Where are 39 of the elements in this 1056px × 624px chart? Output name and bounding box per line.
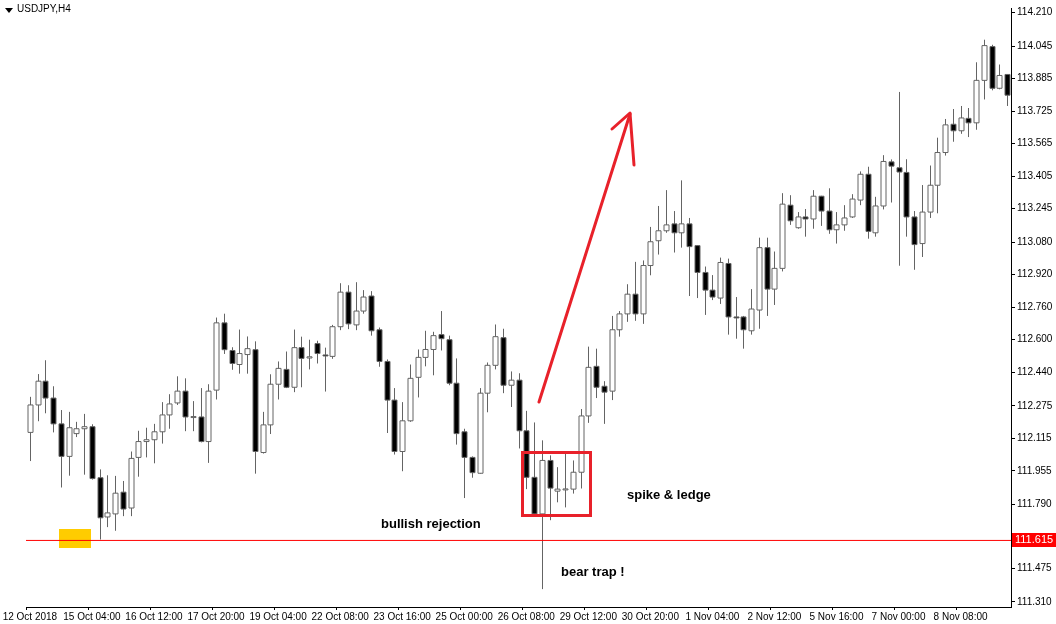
x-tick-label: 30 Oct 20:00: [621, 610, 680, 622]
y-tick-label: 111.475: [1017, 562, 1053, 574]
x-tick-label: 22 Oct 08:00: [311, 610, 370, 622]
x-tick-label: 25 Oct 00:00: [435, 610, 494, 622]
x-tick-label: 19 Oct 04:00: [249, 610, 308, 622]
y-tick-label: 113.565: [1017, 137, 1053, 149]
y-tick-label: 112.920: [1017, 268, 1053, 280]
y-tick-label: 112.275: [1017, 399, 1053, 411]
y-tick-label: 112.600: [1017, 333, 1053, 345]
y-tick-label: 112.440: [1017, 365, 1053, 377]
x-tick-label: 1 Nov 04:00: [685, 610, 740, 622]
x-tick-label: 29 Oct 12:00: [559, 610, 618, 622]
annotation: spike & ledge: [627, 487, 711, 502]
y-tick-label: 111.955: [1017, 464, 1053, 476]
y-tick-label: 111.310: [1017, 595, 1053, 607]
y-tick-label: 114.210: [1017, 6, 1053, 18]
ref-line-label: 111.615: [1015, 532, 1054, 545]
y-tick-label: 113.405: [1017, 169, 1053, 181]
x-tick-label: 23 Oct 16:00: [373, 610, 432, 622]
y-tick-label: 114.045: [1017, 39, 1053, 51]
y-tick-label: 113.885: [1017, 72, 1053, 84]
chart-title: USDJPY,H4: [17, 3, 71, 14]
x-tick-label: 8 Nov 08:00: [933, 610, 988, 622]
x-tick-label: 12 Oct 2018: [2, 610, 58, 622]
x-tick-label: 7 Nov 00:00: [871, 610, 926, 622]
x-tick-label: 5 Nov 16:00: [809, 610, 864, 622]
y-tick-label: 113.245: [1017, 202, 1053, 214]
x-tick-label: 17 Oct 20:00: [187, 610, 246, 622]
x-tick-label: 26 Oct 08:00: [497, 610, 556, 622]
x-tick-label: 15 Oct 04:00: [63, 610, 121, 622]
y-tick-label: 113.725: [1017, 104, 1053, 116]
y-tick-label: 112.760: [1017, 300, 1053, 312]
y-tick-label: 112.115: [1017, 432, 1053, 444]
y-tick-label: 113.080: [1017, 235, 1053, 247]
y-tick-label: 111.790: [1017, 498, 1053, 510]
annotation: bullish rejection: [381, 516, 481, 531]
x-tick-label: 16 Oct 12:00: [125, 610, 184, 622]
x-tick-label: 2 Nov 12:00: [747, 610, 802, 622]
annotation: bear trap !: [561, 564, 625, 579]
